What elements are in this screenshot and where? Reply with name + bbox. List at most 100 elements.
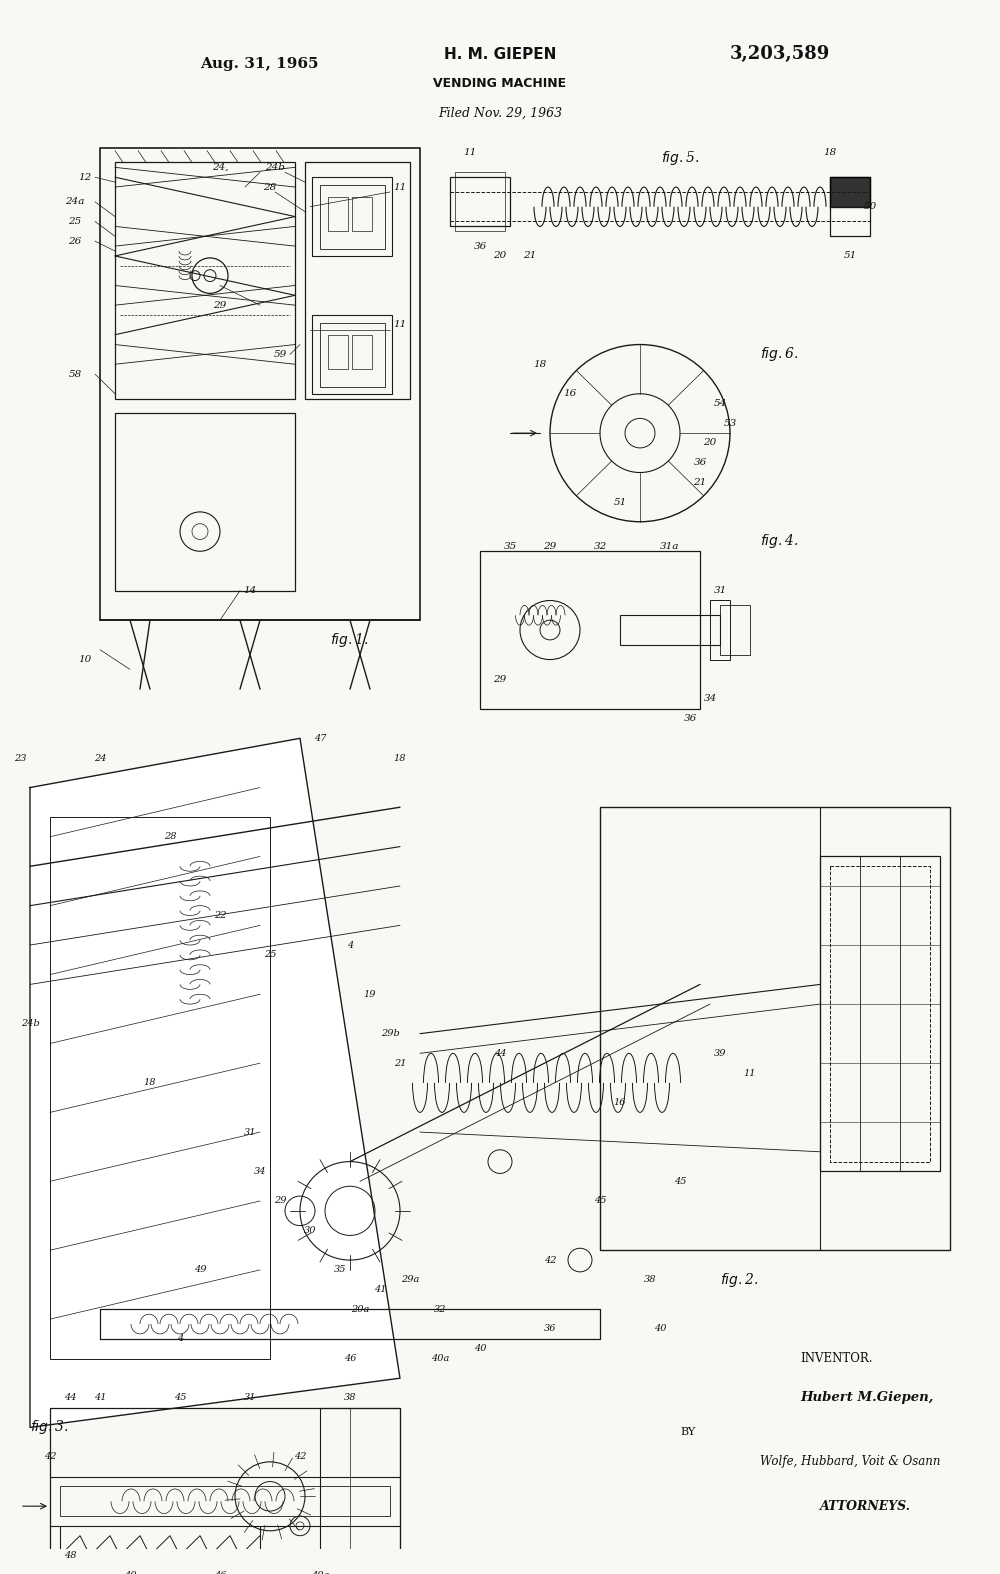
Bar [320,1407,400,1574]
Text: Aug. 31, 1965: Aug. 31, 1965 [200,57,318,71]
Text: 38: 38 [644,1275,656,1284]
Bar [352,335,372,370]
Text: 40: 40 [654,1324,666,1333]
Text: 40: 40 [124,1571,136,1574]
Text: 50: 50 [863,201,877,211]
Text: 16: 16 [614,1099,626,1107]
Text: 20a: 20a [351,1305,369,1314]
Text: 40: 40 [474,1344,486,1354]
Text: 59: 59 [273,349,287,359]
Text: 19: 19 [364,990,376,999]
Text: 51: 51 [843,252,857,260]
Text: 30: 30 [304,1226,316,1236]
Text: 44: 44 [494,1048,506,1058]
Text: H. M. GIEPEN: H. M. GIEPEN [444,47,556,61]
Bar [50,1407,400,1574]
Bar [450,178,510,227]
Bar [305,162,410,398]
Text: 41: 41 [94,1393,106,1402]
Text: 11: 11 [744,1069,756,1078]
Bar [50,817,270,1358]
Text: 22: 22 [214,911,226,921]
Text: 24b: 24b [21,1020,39,1028]
Bar [600,807,950,1250]
Bar [620,615,720,645]
Text: 36: 36 [544,1324,556,1333]
Text: 21: 21 [523,252,537,260]
Bar [830,866,930,1162]
Text: $fig.$5.: $fig.$5. [661,148,699,167]
Bar [115,414,295,590]
Text: 45: 45 [594,1196,606,1206]
Text: 58: 58 [68,370,82,379]
Text: $fig.$4.: $fig.$4. [760,532,799,551]
Text: 3,203,589: 3,203,589 [730,46,830,63]
Text: BY: BY [680,1428,695,1437]
Text: 11: 11 [393,183,407,192]
Text: 21: 21 [693,478,707,486]
Text: ATTORNEYS.: ATTORNEYS. [820,1500,911,1513]
Text: 29: 29 [274,1196,286,1206]
Text: 18: 18 [823,148,837,157]
Bar [455,172,505,231]
Text: Filed Nov. 29, 1963: Filed Nov. 29, 1963 [438,107,562,120]
Text: 4: 4 [177,1335,183,1343]
Text: 36: 36 [473,241,487,250]
Text: 41: 41 [374,1284,386,1294]
Text: $fig.$1.: $fig.$1. [330,631,369,648]
Text: 40a: 40a [311,1571,329,1574]
Text: 36: 36 [683,715,697,722]
Bar [820,856,940,1171]
Bar [320,186,385,249]
Text: 24,: 24, [212,162,228,172]
Text: 24a: 24a [65,197,85,206]
Text: 29b: 29b [381,1029,399,1039]
Text: 31: 31 [244,1127,256,1136]
Text: $fig.$6.: $fig.$6. [760,345,799,364]
Text: 42: 42 [544,1256,556,1264]
Text: 18: 18 [394,754,406,762]
Text: 20: 20 [493,252,507,260]
Text: 42: 42 [294,1453,306,1461]
Text: $fig.$3.: $fig.$3. [30,1418,69,1437]
Text: 16: 16 [563,389,577,398]
Text: Wolfe, Hubbard, Voit & Osann: Wolfe, Hubbard, Voit & Osann [760,1456,940,1469]
Text: 39: 39 [714,1048,726,1058]
Text: 25: 25 [68,217,82,227]
Bar [320,323,385,387]
Text: 31a: 31a [660,541,680,551]
Text: 18: 18 [144,1078,156,1088]
Text: 11: 11 [393,321,407,329]
Bar [830,178,870,236]
Text: 21: 21 [394,1059,406,1067]
Text: 44: 44 [64,1393,76,1402]
Text: 36: 36 [693,458,707,467]
Text: $fig.$2.: $fig.$2. [720,1270,759,1289]
Text: 54: 54 [713,400,727,408]
Text: 38: 38 [344,1393,356,1402]
Polygon shape [30,738,400,1428]
Text: 46: 46 [214,1571,226,1574]
Text: 46: 46 [344,1354,356,1363]
Text: 20: 20 [703,439,717,447]
Bar [60,1486,390,1516]
Text: 31: 31 [244,1393,256,1402]
Text: 25: 25 [264,951,276,960]
Text: 29: 29 [543,541,557,551]
Text: VENDING MACHINE: VENDING MACHINE [433,77,567,90]
Bar [312,178,392,257]
Bar [100,148,420,620]
Bar [352,197,372,231]
Text: 4: 4 [347,941,353,949]
Text: 49: 49 [194,1265,206,1275]
Text: 35: 35 [334,1265,346,1275]
Text: 32: 32 [434,1305,446,1314]
Text: 42: 42 [44,1453,56,1461]
Text: 35: 35 [503,541,517,551]
Text: 31: 31 [713,586,727,595]
Bar [710,601,730,660]
Text: 40a: 40a [431,1354,449,1363]
Text: 24b: 24b [265,162,285,172]
Bar [720,606,750,655]
Text: 29a: 29a [401,1275,419,1284]
